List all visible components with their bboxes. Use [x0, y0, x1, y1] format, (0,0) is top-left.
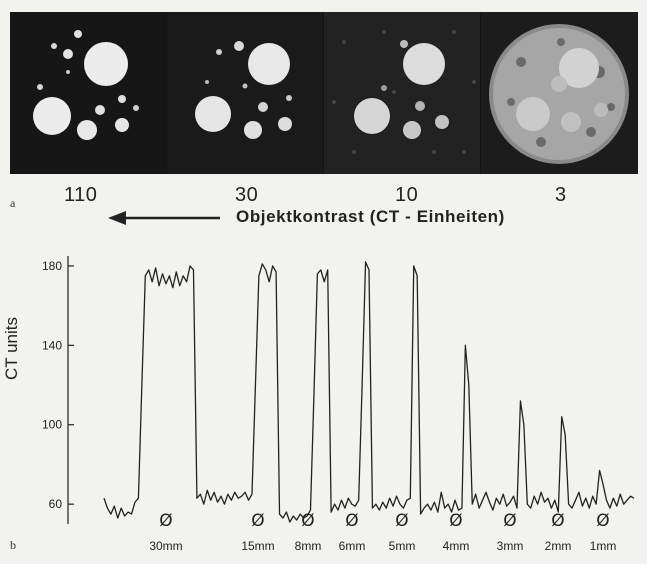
diameter-symbol-15mm: Ø [251, 511, 264, 531]
phantom-image-contrast-110 [10, 12, 166, 174]
contrast-value-3: 3 [555, 184, 567, 206]
y-tick-label-60: 60 [49, 497, 63, 511]
object-size-label-5mm: 5mm [389, 539, 416, 553]
y-tick-label-140: 140 [42, 338, 62, 352]
diameter-symbol-6mm: Ø [345, 511, 358, 531]
ct-profile-chart: 60 100 140 180 Ø 30mm Ø 15mm Ø 8mm Ø 6mm Ø 5mm Ø 4mm Ø 3… [42, 256, 635, 553]
y-tick-label-100: 100 [42, 418, 62, 432]
object-size-label-15mm: 15mm [241, 539, 274, 553]
diameter-symbol-5mm: Ø [395, 511, 408, 531]
diameter-symbol-1mm: Ø [596, 511, 609, 531]
object-size-label-8mm: 8mm [295, 539, 322, 553]
contrast-value-30: 30 [235, 184, 259, 206]
panel-b-label: b [10, 538, 16, 552]
ct-profile-series-line [103, 261, 635, 523]
diameter-symbol-4mm: Ø [449, 511, 462, 531]
left-arrow-icon [108, 211, 220, 225]
phantom-image-contrast-30 [167, 12, 323, 174]
contrast-value-110: 110 [64, 184, 98, 206]
object-size-label-4mm: 4mm [443, 539, 470, 553]
object-size-label-3mm: 3mm [497, 539, 524, 553]
object-size-label-1mm: 1mm [590, 539, 617, 553]
y-tick-label-180: 180 [42, 259, 62, 273]
diameter-symbol-2mm: Ø [551, 511, 564, 531]
diameter-symbol-30mm: Ø [159, 511, 172, 531]
contrast-value-10: 10 [395, 184, 419, 206]
diameter-symbol-3mm: Ø [503, 511, 516, 531]
object-size-label-30mm: 30mm [149, 539, 182, 553]
phantom-image-contrast-3 [481, 12, 638, 174]
object-size-label-2mm: 2mm [545, 539, 572, 553]
object-size-label-6mm: 6mm [339, 539, 366, 553]
diameter-symbol-8mm: Ø [301, 511, 314, 531]
panel-a-label: a [10, 196, 16, 210]
phantom-image-contrast-10 [324, 12, 480, 174]
ct-phantom-image-strip [10, 12, 638, 174]
contrast-axis-title: Objektkontrast (CT - Einheiten) [236, 207, 505, 226]
